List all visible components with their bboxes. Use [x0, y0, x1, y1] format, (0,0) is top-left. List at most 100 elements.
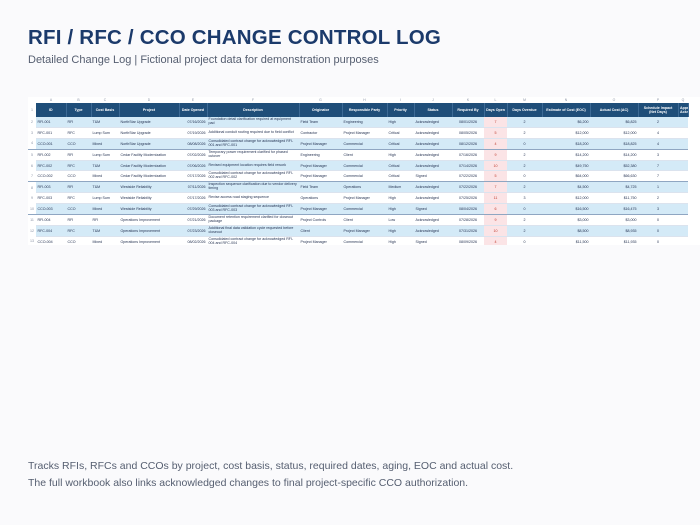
column-letter[interactable]: I [387, 97, 414, 103]
cell-id[interactable]: RFI-004 [36, 214, 66, 226]
cell-project[interactable]: NorthStar Upgrade [119, 138, 179, 150]
cell-orig[interactable]: Field Team [299, 181, 342, 194]
cell-sched[interactable]: 0 [638, 236, 678, 245]
cell-open[interactable]: 9 [484, 149, 507, 161]
cell-overdue[interactable]: 2 [507, 181, 542, 194]
cell-prio[interactable]: Critical [387, 127, 414, 139]
cell-appr[interactable] [678, 192, 688, 205]
column-header[interactable]: Estimate of Cost (EOC) [542, 103, 591, 117]
cell-sched[interactable]: 4 [638, 127, 678, 139]
cell-eoc[interactable]: $18,200 [542, 138, 590, 150]
cell-basis[interactable]: Mixed [91, 203, 119, 216]
column-header[interactable]: Required By [452, 103, 485, 117]
row-number[interactable]: 11 [28, 214, 36, 226]
column-letter[interactable]: Q [678, 97, 688, 103]
cell-project[interactable]: Cedar Facility Modernization [119, 170, 179, 183]
row-number[interactable]: 4 [28, 138, 36, 150]
cell-prio[interactable]: Critical [387, 138, 414, 150]
cell-eoc[interactable]: $16,500 [542, 203, 590, 216]
cell-id[interactable]: RFC-001 [36, 127, 66, 139]
column-letter[interactable]: G [299, 97, 342, 103]
cell-project[interactable]: Cedar Facility Modernization [119, 149, 179, 161]
cell-eoc[interactable]: $8,500 [542, 225, 590, 237]
cell-basis[interactable]: T&M [91, 225, 119, 237]
cell-req[interactable]: 08/05/2026 [452, 127, 484, 139]
cell-id[interactable]: RFI-002 [36, 149, 66, 161]
cell-status[interactable]: Acknowledged [414, 225, 452, 237]
cell-id[interactable]: RFI-003 [36, 181, 66, 194]
cell-ac[interactable]: $18,825 [590, 138, 638, 150]
cell-status[interactable]: Signed [414, 236, 452, 245]
cell-type[interactable]: CCO [66, 170, 91, 183]
cell-desc[interactable]: Consolidated contract change for acknowl… [207, 236, 299, 245]
column-header[interactable]: Cost Basis [91, 103, 120, 117]
cell-prio[interactable]: High [387, 203, 414, 216]
row-number[interactable]: 1 [28, 103, 36, 117]
cell-date[interactable]: 07/02/2026 [179, 149, 207, 161]
cell-project[interactable]: NorthStar Upgrade [119, 117, 179, 128]
column-letter[interactable]: A [36, 97, 66, 103]
cell-status[interactable]: Acknowledged [414, 149, 452, 161]
column-header[interactable]: Responsible Party [342, 103, 388, 117]
cell-ac[interactable]: $16,475 [590, 203, 638, 216]
column-letter[interactable]: L [484, 97, 507, 103]
cell-date[interactable]: 07/29/2026 [179, 203, 207, 216]
cell-req[interactable]: 07/25/2026 [452, 192, 484, 205]
cell-sched[interactable]: 7 [638, 160, 678, 172]
cell-status[interactable]: Signed [414, 170, 452, 183]
cell-eoc[interactable]: $49,750 [542, 160, 590, 172]
cell-project[interactable]: NorthStar Upgrade [119, 127, 179, 139]
column-letter[interactable]: F [207, 97, 299, 103]
cell-desc[interactable]: Revise access road staging sequence [207, 192, 299, 205]
cell-status[interactable]: Acknowledged [414, 181, 452, 194]
cell-desc[interactable]: Inspection sequence clarification due to… [207, 181, 299, 194]
cell-req[interactable]: 08/04/2026 [452, 203, 484, 216]
cell-appr[interactable] [678, 127, 688, 139]
cell-resp[interactable]: Commercial [342, 160, 387, 172]
cell-id[interactable]: CCO-001 [36, 138, 66, 150]
cell-sched[interactable]: 3 [638, 149, 678, 161]
cell-basis[interactable]: Lump Sum [91, 127, 119, 139]
cell-project[interactable]: Westside Reliability [119, 192, 179, 205]
cell-ac[interactable]: $14,200 [590, 149, 638, 161]
cell-id[interactable]: RFI-001 [36, 117, 66, 128]
cell-orig[interactable]: Client [299, 225, 342, 237]
row-number[interactable]: 7 [28, 170, 36, 183]
cell-project[interactable]: Westside Reliability [119, 203, 179, 216]
cell-open[interactable]: 7 [484, 181, 507, 194]
cell-ac[interactable]: $12,000 [590, 127, 638, 139]
cell-resp[interactable]: Project Manager [342, 225, 387, 237]
cell-resp[interactable]: Commercial [342, 236, 387, 245]
cell-ac[interactable]: $3,000 [590, 214, 638, 226]
cell-desc[interactable]: Temporary power requirement clarified fo… [207, 149, 299, 161]
cell-req[interactable]: 08/01/2026 [452, 117, 484, 128]
row-number[interactable]: 5 [28, 149, 36, 161]
cell-sched[interactable]: 2 [638, 192, 678, 205]
spreadsheet-view[interactable]: A B C D E F G H I J K L M N O P Q 1 ID Type Cost Basis Projec… [28, 97, 700, 245]
cell-eoc[interactable]: $3,000 [542, 214, 590, 226]
column-header[interactable]: Priority [387, 103, 415, 117]
cell-prio[interactable]: High [387, 192, 414, 205]
cell-sched[interactable]: 7 [638, 170, 678, 183]
cell-appr[interactable] [678, 203, 688, 216]
cell-open[interactable]: 9 [484, 214, 507, 226]
cell-req[interactable]: 07/14/2026 [452, 160, 484, 172]
cell-orig[interactable]: Project Manager [299, 170, 342, 183]
cell-type[interactable]: RFC [66, 225, 91, 237]
cell-prio[interactable]: High [387, 149, 414, 161]
cell-open[interactable]: 4 [484, 138, 507, 150]
row-number[interactable]: 3 [28, 127, 36, 139]
cell-resp[interactable]: Commercial [342, 138, 387, 150]
cell-id[interactable]: RFC-002 [36, 160, 66, 172]
cell-ac[interactable]: $66,630 [590, 170, 638, 183]
cell-prio[interactable]: High [387, 236, 414, 245]
cell-id[interactable]: RFC-003 [36, 192, 66, 205]
row-number[interactable]: 9 [28, 192, 36, 204]
cell-sched[interactable]: 3 [638, 203, 678, 216]
cell-type[interactable]: CCO [66, 236, 91, 245]
column-letter[interactable]: K [452, 97, 484, 103]
cell-type[interactable]: RFC [66, 192, 91, 205]
cell-basis[interactable]: Mixed [91, 170, 119, 183]
cell-basis[interactable]: T&M [91, 117, 119, 128]
sheet-corner[interactable] [28, 97, 36, 103]
